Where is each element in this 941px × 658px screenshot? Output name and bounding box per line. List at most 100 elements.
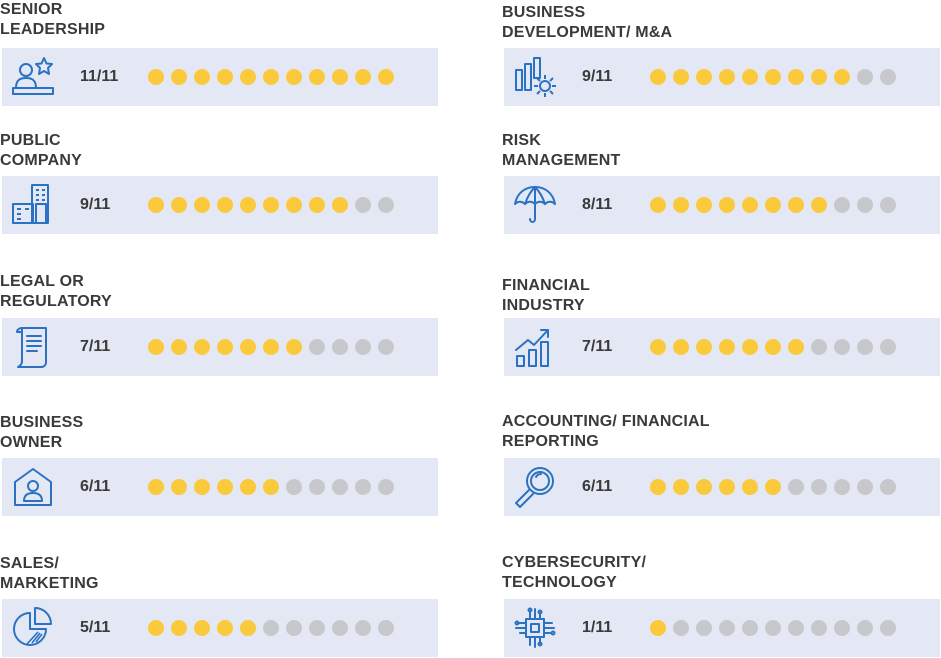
empty-rating-dot [880,620,896,636]
filled-rating-dot [240,197,256,213]
empty-rating-dot [834,197,850,213]
filled-rating-dot [148,479,164,495]
skill-bar: 11/11 [2,48,438,106]
filled-rating-dot [834,69,850,85]
filled-rating-dot [309,197,325,213]
buildings-icon [10,182,56,228]
filled-rating-dot [719,69,735,85]
skill-score: 8/11 [582,196,613,213]
skill-item-risk-management: RISK MANAGEMENT 8/11 [502,131,940,239]
empty-rating-dot [834,620,850,636]
filled-rating-dot [811,197,827,213]
empty-rating-dot [309,479,325,495]
filled-rating-dot [148,197,164,213]
filled-rating-dot [673,479,689,495]
filled-rating-dot [171,197,187,213]
filled-rating-dot [240,69,256,85]
filled-rating-dot [263,197,279,213]
title-line: RISK [502,132,542,149]
circuit-chip-icon [512,605,558,651]
empty-rating-dot [834,339,850,355]
empty-rating-dot [857,197,873,213]
filled-rating-dot [696,339,712,355]
filled-rating-dot [217,620,233,636]
filled-rating-dot [286,197,302,213]
title-line: SENIOR [0,1,63,18]
house-person-icon [10,464,56,510]
filled-rating-dot [719,479,735,495]
skill-item-senior-leadership: SENIOR LEADERSHIP 11/11 [0,0,438,108]
empty-rating-dot [355,479,371,495]
skill-title: BUSINESS DEVELOPMENT/ M&A [502,3,672,43]
filled-rating-dot [194,479,210,495]
filled-rating-dot [765,339,781,355]
skill-score: 7/11 [582,338,613,355]
filled-rating-dot [788,339,804,355]
title-line: INDUSTRY [502,297,585,314]
skill-score: 1/11 [582,619,613,636]
skill-item-financial-industry: FINANCIAL INDUSTRY 7/11 [502,276,940,384]
skill-title: RISK MANAGEMENT [502,131,620,171]
skill-title: SENIOR LEADERSHIP [0,0,105,40]
filled-rating-dot [650,479,666,495]
pie-chart-icon [10,605,56,651]
title-line: SALES/ [0,555,59,572]
filled-rating-dot [263,339,279,355]
scroll-document-icon [10,324,56,370]
empty-rating-dot [880,479,896,495]
title-line: DEVELOPMENT/ M&A [502,24,673,41]
rating-dots [650,620,903,636]
title-line: REGULATORY [0,293,112,310]
empty-rating-dot [309,620,325,636]
title-line: COMPANY [0,152,82,169]
leader-icon [10,54,56,100]
filled-rating-dot [742,69,758,85]
filled-rating-dot [286,339,302,355]
filled-rating-dot [650,339,666,355]
empty-rating-dot [788,479,804,495]
filled-rating-dot [355,69,371,85]
skill-score: 7/11 [80,338,111,355]
skill-item-legal-or-regulatory: LEGAL OR REGULATORY 7/11 [0,272,438,380]
filled-rating-dot [240,339,256,355]
filled-rating-dot [240,620,256,636]
filled-rating-dot [309,69,325,85]
filled-rating-dot [332,69,348,85]
skill-item-business-development: BUSINESS DEVELOPMENT/ M&A 9/11 [502,3,940,111]
filled-rating-dot [650,69,666,85]
skill-bar: 1/11 [504,599,940,657]
empty-rating-dot [857,69,873,85]
filled-rating-dot [171,620,187,636]
rating-dots [650,479,903,495]
skill-score: 5/11 [80,619,111,636]
title-line: LEGAL OR [0,273,84,290]
filled-rating-dot [148,620,164,636]
filled-rating-dot [742,339,758,355]
skill-bar: 9/11 [2,176,438,234]
filled-rating-dot [194,620,210,636]
bar-gear-icon [512,54,558,100]
empty-rating-dot [355,620,371,636]
rating-dots [148,620,401,636]
title-line: TECHNOLOGY [502,574,617,591]
filled-rating-dot [719,197,735,213]
filled-rating-dot [673,339,689,355]
skill-bar: 6/11 [504,458,940,516]
filled-rating-dot [811,69,827,85]
skill-title: SALES/ MARKETING [0,554,99,594]
umbrella-icon [512,182,558,228]
filled-rating-dot [148,339,164,355]
filled-rating-dot [378,69,394,85]
skill-score: 9/11 [80,196,111,213]
empty-rating-dot [811,479,827,495]
skill-item-sales-marketing: SALES/ MARKETING 5/11 [0,554,438,658]
empty-rating-dot [263,620,279,636]
skill-bar: 5/11 [2,599,438,657]
filled-rating-dot [217,339,233,355]
rating-dots [650,197,903,213]
filled-rating-dot [673,69,689,85]
skill-title: ACCOUNTING/ FINANCIAL REPORTING [502,412,710,452]
empty-rating-dot [332,479,348,495]
title-line: ACCOUNTING/ FINANCIAL [502,413,710,430]
filled-rating-dot [788,69,804,85]
